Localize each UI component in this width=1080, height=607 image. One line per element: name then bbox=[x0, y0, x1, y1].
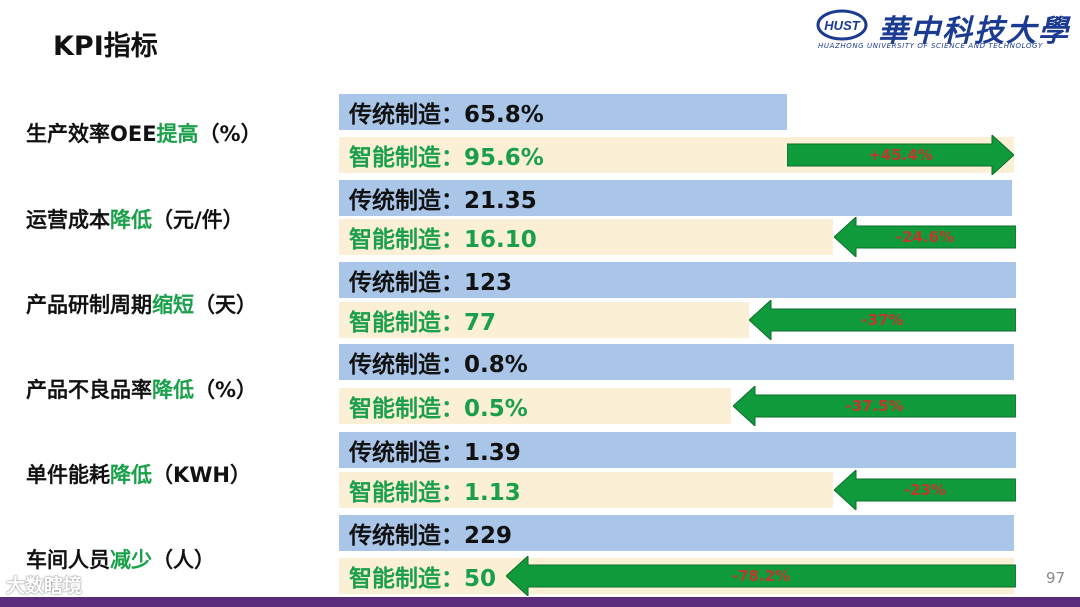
traditional-bar: 传统制造：0.8% bbox=[339, 344, 1014, 380]
change-percent: -37.5% bbox=[845, 397, 904, 415]
kpi-label-prefix: 单件能耗 bbox=[26, 463, 110, 487]
smart-value: 智能制造：50 bbox=[349, 566, 497, 592]
arrow-left-icon: -24.6% bbox=[834, 217, 1016, 257]
university-logo: HUST 華中科技大學 HUAZHONG UNIVERSITY OF SCIEN… bbox=[816, 6, 1076, 52]
kpi-label-highlight: 减少 bbox=[110, 548, 152, 572]
logo-english-name: HUAZHONG UNIVERSITY OF SCIENCE AND TECHN… bbox=[818, 42, 1043, 50]
traditional-bar: 传统制造：229 bbox=[339, 515, 1014, 551]
kpi-label-suffix: （人） bbox=[152, 548, 215, 572]
smart-value: 智能制造：0.5% bbox=[349, 396, 528, 422]
traditional-value: 传统制造：1.39 bbox=[349, 440, 521, 466]
change-percent: -24.6% bbox=[895, 228, 955, 246]
traditional-bar: 传统制造：65.8% bbox=[339, 94, 787, 130]
smart-bar: 智能制造：1.13 bbox=[339, 472, 833, 508]
change-percent: -37% bbox=[861, 311, 904, 329]
traditional-bar: 传统制造：1.39 bbox=[339, 432, 1016, 468]
kpi-label: 产品不良品率降低（%） bbox=[26, 374, 257, 404]
smart-value: 智能制造：77 bbox=[349, 310, 497, 336]
kpi-label-prefix: 产品不良品率 bbox=[26, 378, 152, 402]
kpi-label: 运营成本降低（元/件） bbox=[26, 204, 244, 234]
arrow-left-icon: -37% bbox=[749, 300, 1016, 340]
kpi-label: 生产效率OEE提高（%） bbox=[26, 118, 262, 148]
kpi-label-suffix: （元/件） bbox=[152, 208, 244, 232]
smart-value: 智能制造：95.6% bbox=[349, 145, 544, 171]
kpi-label-highlight: 降低 bbox=[152, 378, 194, 402]
traditional-value: 传统制造：229 bbox=[349, 523, 513, 549]
traditional-value: 传统制造：0.8% bbox=[349, 352, 528, 378]
logo-mark-text: HUST bbox=[824, 18, 860, 33]
smart-bar: 智能制造：77 bbox=[339, 302, 749, 338]
traditional-value: 传统制造：21.35 bbox=[349, 188, 537, 214]
logo-chinese-name: 華中科技大學 bbox=[878, 14, 1070, 49]
smart-bar: 智能制造：0.5% bbox=[339, 388, 731, 424]
kpi-label-suffix: （天） bbox=[194, 293, 257, 317]
kpi-label-prefix: 产品研制周期 bbox=[26, 293, 152, 317]
kpi-label-highlight: 缩短 bbox=[152, 293, 194, 317]
kpi-label-suffix: （KWH） bbox=[152, 463, 252, 487]
kpi-label-suffix: （%） bbox=[194, 378, 258, 402]
traditional-bar: 传统制造：21.35 bbox=[339, 180, 1012, 216]
arrow-left-icon: -78.2% bbox=[506, 556, 1016, 596]
kpi-label: 车间人员减少（人） bbox=[26, 544, 215, 574]
traditional-bar: 传统制造：123 bbox=[339, 262, 1016, 298]
traditional-value: 传统制造：65.8% bbox=[349, 102, 544, 128]
change-percent: -23% bbox=[903, 481, 947, 499]
kpi-label-suffix: （%） bbox=[198, 122, 262, 146]
kpi-label-highlight: 提高 bbox=[156, 122, 199, 146]
change-percent: +45.4% bbox=[868, 146, 933, 164]
arrow-left-icon: -37.5% bbox=[733, 386, 1016, 426]
change-percent: -78.2% bbox=[731, 567, 791, 585]
slide-title: KPI指标 bbox=[53, 31, 158, 62]
kpi-label-highlight: 降低 bbox=[110, 463, 152, 487]
smart-value: 智能制造：16.10 bbox=[349, 227, 537, 253]
smart-value: 智能制造：1.13 bbox=[349, 480, 521, 506]
kpi-label-prefix: 运营成本 bbox=[26, 208, 110, 232]
kpi-label-prefix: 生产效率OEE bbox=[26, 122, 157, 146]
watermark: 大数瞎境 bbox=[6, 575, 83, 597]
arrow-right-icon: +45.4% bbox=[787, 135, 1014, 175]
kpi-label-prefix: 车间人员 bbox=[26, 548, 110, 572]
hust-logo-icon: HUST bbox=[816, 9, 868, 41]
kpi-label: 产品研制周期缩短（天） bbox=[26, 289, 257, 319]
footer-band bbox=[0, 597, 1080, 607]
smart-bar: 智能制造：16.10 bbox=[339, 219, 833, 255]
page-number: 97 bbox=[1046, 569, 1066, 587]
traditional-value: 传统制造：123 bbox=[349, 270, 513, 296]
arrow-left-icon: -23% bbox=[834, 470, 1016, 510]
kpi-label: 单件能耗降低（KWH） bbox=[26, 459, 251, 489]
kpi-label-highlight: 降低 bbox=[110, 208, 152, 232]
